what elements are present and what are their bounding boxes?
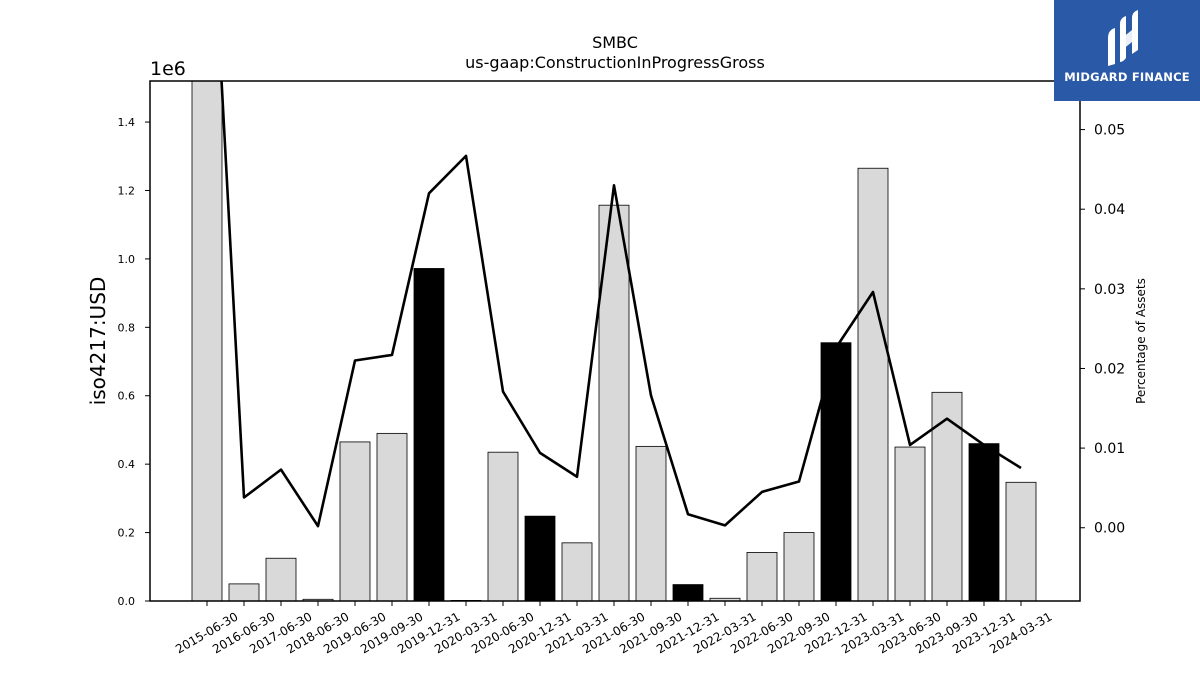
y-tick-label: 0.2 [118, 527, 136, 540]
bar-2024-03-31 [1005, 481, 1037, 602]
axes [149, 80, 1081, 602]
bar-2017-06-30 [265, 557, 297, 602]
bar-2015-06-30 [191, 80, 223, 602]
bar-2019-06-30 [339, 441, 371, 602]
y2-tick-label: 0.05 [1094, 123, 1125, 139]
plot-frame [149, 80, 1081, 602]
bar-2019-12-31 [413, 268, 445, 602]
y-tick-label: 1.4 [118, 116, 136, 129]
y-tick-label: 0.4 [118, 458, 136, 471]
bar-2016-06-30 [228, 583, 260, 602]
y2-tick-label: 0.03 [1094, 282, 1125, 298]
bar-series [191, 80, 1037, 602]
y2-tick-label: 0.01 [1094, 441, 1125, 457]
y-tick-label: 0.6 [118, 390, 136, 403]
bar-2020-06-30 [487, 451, 519, 602]
bar-2023-12-31 [968, 443, 1000, 602]
y2-tick-label: 0.02 [1094, 361, 1125, 377]
y-tick-label: 1.0 [118, 253, 136, 266]
bar-2023-06-30 [894, 446, 926, 602]
y-axis-ticks: 0.0 0.2 0.4 0.6 0.8 1.0 1.2 1.4 [118, 116, 150, 608]
chart-title: SMBC [592, 33, 638, 52]
bar-2022-06-30 [746, 552, 778, 602]
y-tick-label: 1.2 [118, 184, 136, 197]
y2-axis-ticks: 0.00 0.01 0.02 0.03 0.04 0.05 [1080, 123, 1125, 537]
y-axis-label: iso4217:USD [86, 277, 110, 406]
y-axis-offset-label: 1e6 [150, 58, 186, 80]
y-tick-label: 0.0 [118, 595, 136, 608]
midgard-logo-icon [1108, 10, 1138, 66]
x-axis-ticks: 2015-06-302016-06-302017-06-302018-06-30… [173, 601, 1055, 656]
bar-2019-09-30 [376, 432, 408, 602]
bar-2023-09-30 [931, 391, 963, 602]
bar-2020-12-31 [524, 515, 556, 602]
y2-axis-label: Percentage of Assets [1134, 278, 1148, 404]
bar-2021-03-31 [561, 542, 593, 602]
bar-2021-09-30 [635, 445, 667, 602]
percentage-of-assets-line [220, 81, 1022, 528]
midgard-finance-logo: MIDGARD FINANCE [1054, 0, 1200, 101]
bar-2022-09-30 [783, 532, 815, 602]
y2-tick-label: 0.00 [1094, 521, 1125, 537]
y-tick-label: 0.8 [118, 321, 136, 334]
line-series [220, 81, 1022, 528]
chart-subtitle: us-gaap:ConstructionInProgressGross [465, 53, 765, 72]
bar-2023-03-31 [857, 167, 889, 602]
logo-text: MIDGARD FINANCE [1064, 70, 1190, 84]
bar-2021-12-31 [672, 584, 704, 602]
y2-tick-label: 0.04 [1094, 202, 1125, 218]
